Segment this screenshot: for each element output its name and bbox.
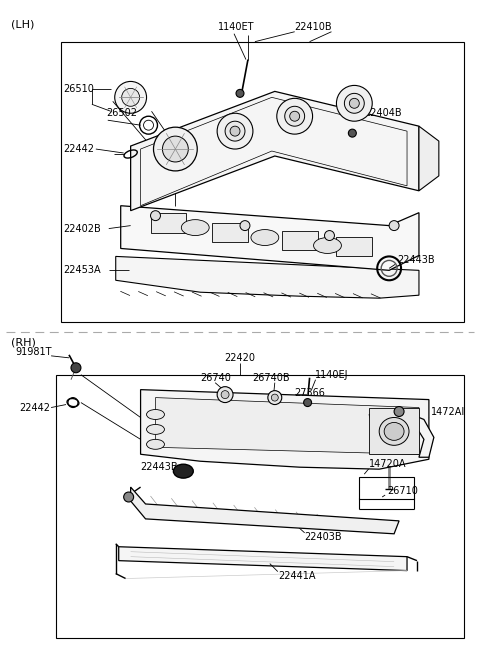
Bar (212, 222, 248, 243)
Text: 14720A: 14720A (369, 459, 407, 469)
Ellipse shape (146, 409, 165, 419)
Polygon shape (120, 206, 419, 270)
Polygon shape (119, 546, 407, 571)
Circle shape (277, 98, 312, 134)
Text: 22443B: 22443B (397, 255, 435, 266)
Text: 1140EJ: 1140EJ (314, 370, 348, 380)
Circle shape (71, 363, 81, 373)
Circle shape (290, 112, 300, 121)
Circle shape (271, 394, 278, 401)
Circle shape (389, 220, 399, 230)
Text: 22403B: 22403B (305, 532, 342, 542)
Polygon shape (419, 126, 439, 191)
Circle shape (217, 113, 253, 149)
Polygon shape (156, 398, 419, 454)
Circle shape (324, 230, 335, 241)
Text: 22442: 22442 (19, 403, 50, 413)
Ellipse shape (379, 417, 409, 445)
Circle shape (336, 85, 372, 121)
Bar (61, 42, 464, 322)
Text: 22404B: 22404B (364, 108, 402, 118)
Circle shape (394, 407, 404, 417)
Ellipse shape (173, 464, 193, 478)
Bar (282, 230, 318, 251)
Text: 91981T: 91981T (15, 347, 52, 357)
Text: 22402B: 22402B (63, 224, 101, 234)
Text: 26510: 26510 (63, 85, 94, 94)
Circle shape (225, 121, 245, 141)
Polygon shape (131, 487, 399, 534)
Bar (336, 237, 372, 256)
Ellipse shape (146, 440, 165, 449)
Text: 26502: 26502 (106, 108, 137, 118)
Text: 26740: 26740 (200, 373, 231, 382)
Text: 22420: 22420 (225, 353, 255, 363)
Text: 22410B: 22410B (295, 22, 332, 31)
Circle shape (285, 106, 305, 126)
Circle shape (240, 220, 250, 230)
Text: 26740B: 26740B (252, 373, 289, 382)
Bar (56, 375, 464, 638)
Polygon shape (116, 256, 419, 298)
Circle shape (268, 390, 282, 405)
Text: 1472AI: 1472AI (431, 407, 465, 417)
Polygon shape (131, 91, 419, 211)
Bar (360, 477, 414, 499)
Circle shape (124, 492, 133, 502)
Text: 27366: 27366 (295, 388, 325, 398)
Text: 26710: 26710 (387, 486, 418, 496)
Ellipse shape (146, 424, 165, 434)
Circle shape (162, 136, 188, 162)
Text: 22443B: 22443B (141, 462, 178, 472)
Circle shape (151, 211, 160, 220)
Ellipse shape (181, 220, 209, 236)
Bar (151, 213, 186, 233)
Ellipse shape (313, 237, 341, 253)
Circle shape (221, 390, 229, 399)
Text: 22453A: 22453A (63, 265, 101, 276)
Circle shape (217, 386, 233, 403)
Text: 22441A: 22441A (278, 571, 315, 581)
Circle shape (349, 98, 360, 108)
Ellipse shape (384, 422, 404, 440)
Ellipse shape (251, 230, 279, 245)
Text: 22442: 22442 (63, 144, 94, 154)
Polygon shape (369, 409, 434, 457)
Circle shape (122, 89, 140, 106)
Circle shape (154, 127, 197, 171)
Circle shape (348, 129, 356, 137)
Polygon shape (369, 407, 419, 454)
Text: 1140ET: 1140ET (218, 22, 254, 31)
Circle shape (344, 93, 364, 113)
Polygon shape (141, 390, 429, 469)
Circle shape (304, 399, 312, 407)
Text: (RH): (RH) (12, 338, 36, 348)
Circle shape (236, 89, 244, 97)
Circle shape (115, 81, 146, 113)
Text: (LH): (LH) (12, 20, 35, 30)
Circle shape (230, 126, 240, 136)
